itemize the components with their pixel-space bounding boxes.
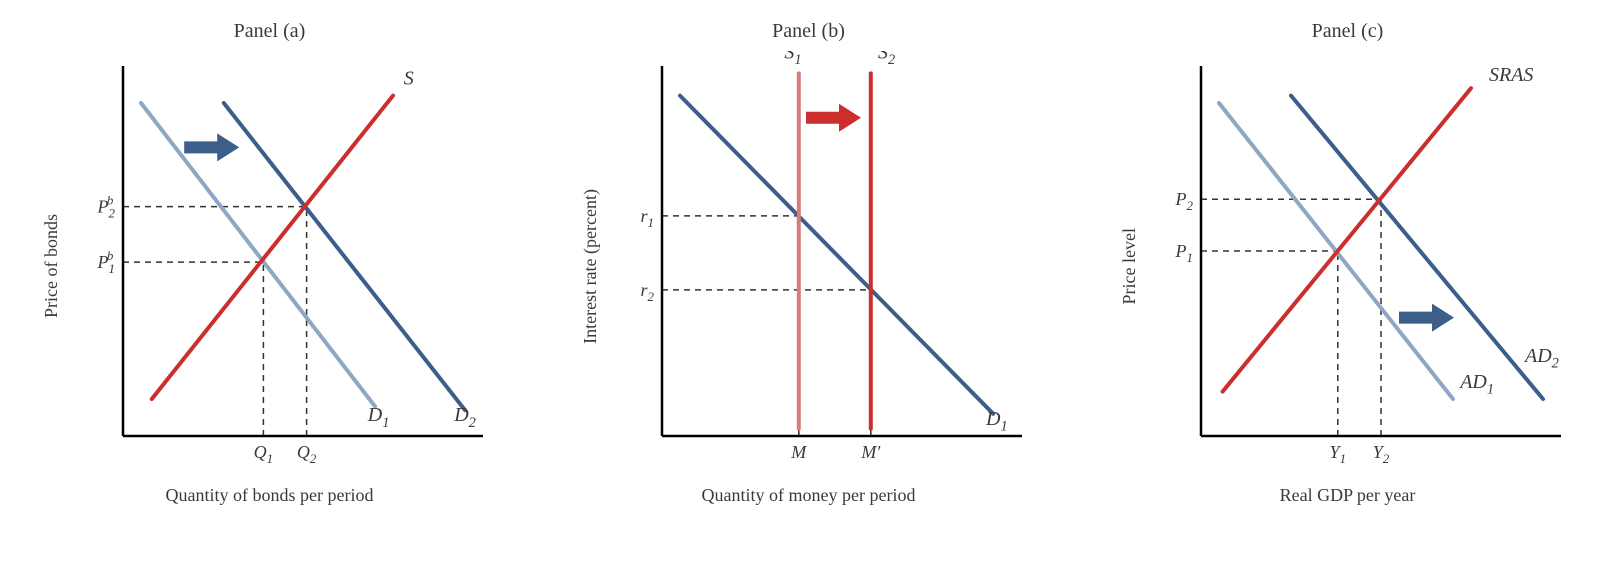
svg-text:AD1: AD1 [1458,371,1494,398]
panel-a-title: Panel (a) [234,20,306,43]
panel-b-xlabel: Quantity of money per period [702,485,916,506]
panels-row: Panel (a) Price of bonds D1 D2 S P1b P2b Q1 Q2… [20,20,1597,506]
svg-text:AD2: AD2 [1523,345,1559,372]
svg-text:S2: S2 [878,51,895,68]
panel-a-chart: D1 D2 S P1b P2b Q1 Q2 [68,51,498,481]
panel-a-ylabel: Price of bonds [41,214,62,318]
panel-c-xlabel: Real GDP per year [1280,485,1416,506]
svg-text:M′: M′ [860,442,881,462]
svg-text:P1b: P1b [97,248,115,276]
svg-text:P1: P1 [1175,241,1193,265]
svg-text:D1: D1 [985,408,1008,435]
panel-a: Panel (a) Price of bonds D1 D2 S P1b P2b Q1 Q2… [41,20,498,506]
svg-text:Y1: Y1 [1330,442,1347,466]
svg-text:r1: r1 [641,206,655,230]
svg-text:Q1: Q1 [254,442,273,466]
svg-text:SRAS: SRAS [1489,64,1533,86]
panel-a-row: Price of bonds D1 D2 S P1b P2b Q1 Q2 [41,51,498,481]
svg-text:P2b: P2b [97,193,116,221]
panel-a-xlabel: Quantity of bonds per period [166,485,374,506]
panel-c-title: Panel (c) [1312,20,1384,43]
svg-text:M: M [790,442,807,462]
panel-c-row: Price level AD1 AD2 SRAS P1 P2 Y1 Y2 [1119,51,1576,481]
svg-text:P2: P2 [1175,189,1194,213]
panel-b-ylabel: Interest rate (percent) [580,189,601,344]
panel-b-row: Interest rate (percent) D1 S1 S2 r1 r2 M M′ [580,51,1037,481]
svg-text:D2: D2 [453,404,476,431]
svg-text:S1: S1 [784,51,801,68]
svg-text:Q2: Q2 [297,442,317,466]
panel-b-title: Panel (b) [772,20,845,43]
panel-b: Panel (b) Interest rate (percent) D1 S1 S2… [580,20,1037,506]
svg-text:D1: D1 [367,404,390,431]
panel-b-chart: D1 S1 S2 r1 r2 M M′ [607,51,1037,481]
panel-c: Panel (c) Price level AD1 AD2 SRAS P1 P2 Y1 Y2… [1119,20,1576,506]
panel-c-chart: AD1 AD2 SRAS P1 P2 Y1 Y2 [1146,51,1576,481]
svg-text:Y2: Y2 [1373,442,1390,466]
panel-c-ylabel: Price level [1119,228,1140,304]
svg-text:r2: r2 [641,280,655,304]
svg-text:S: S [404,68,414,90]
